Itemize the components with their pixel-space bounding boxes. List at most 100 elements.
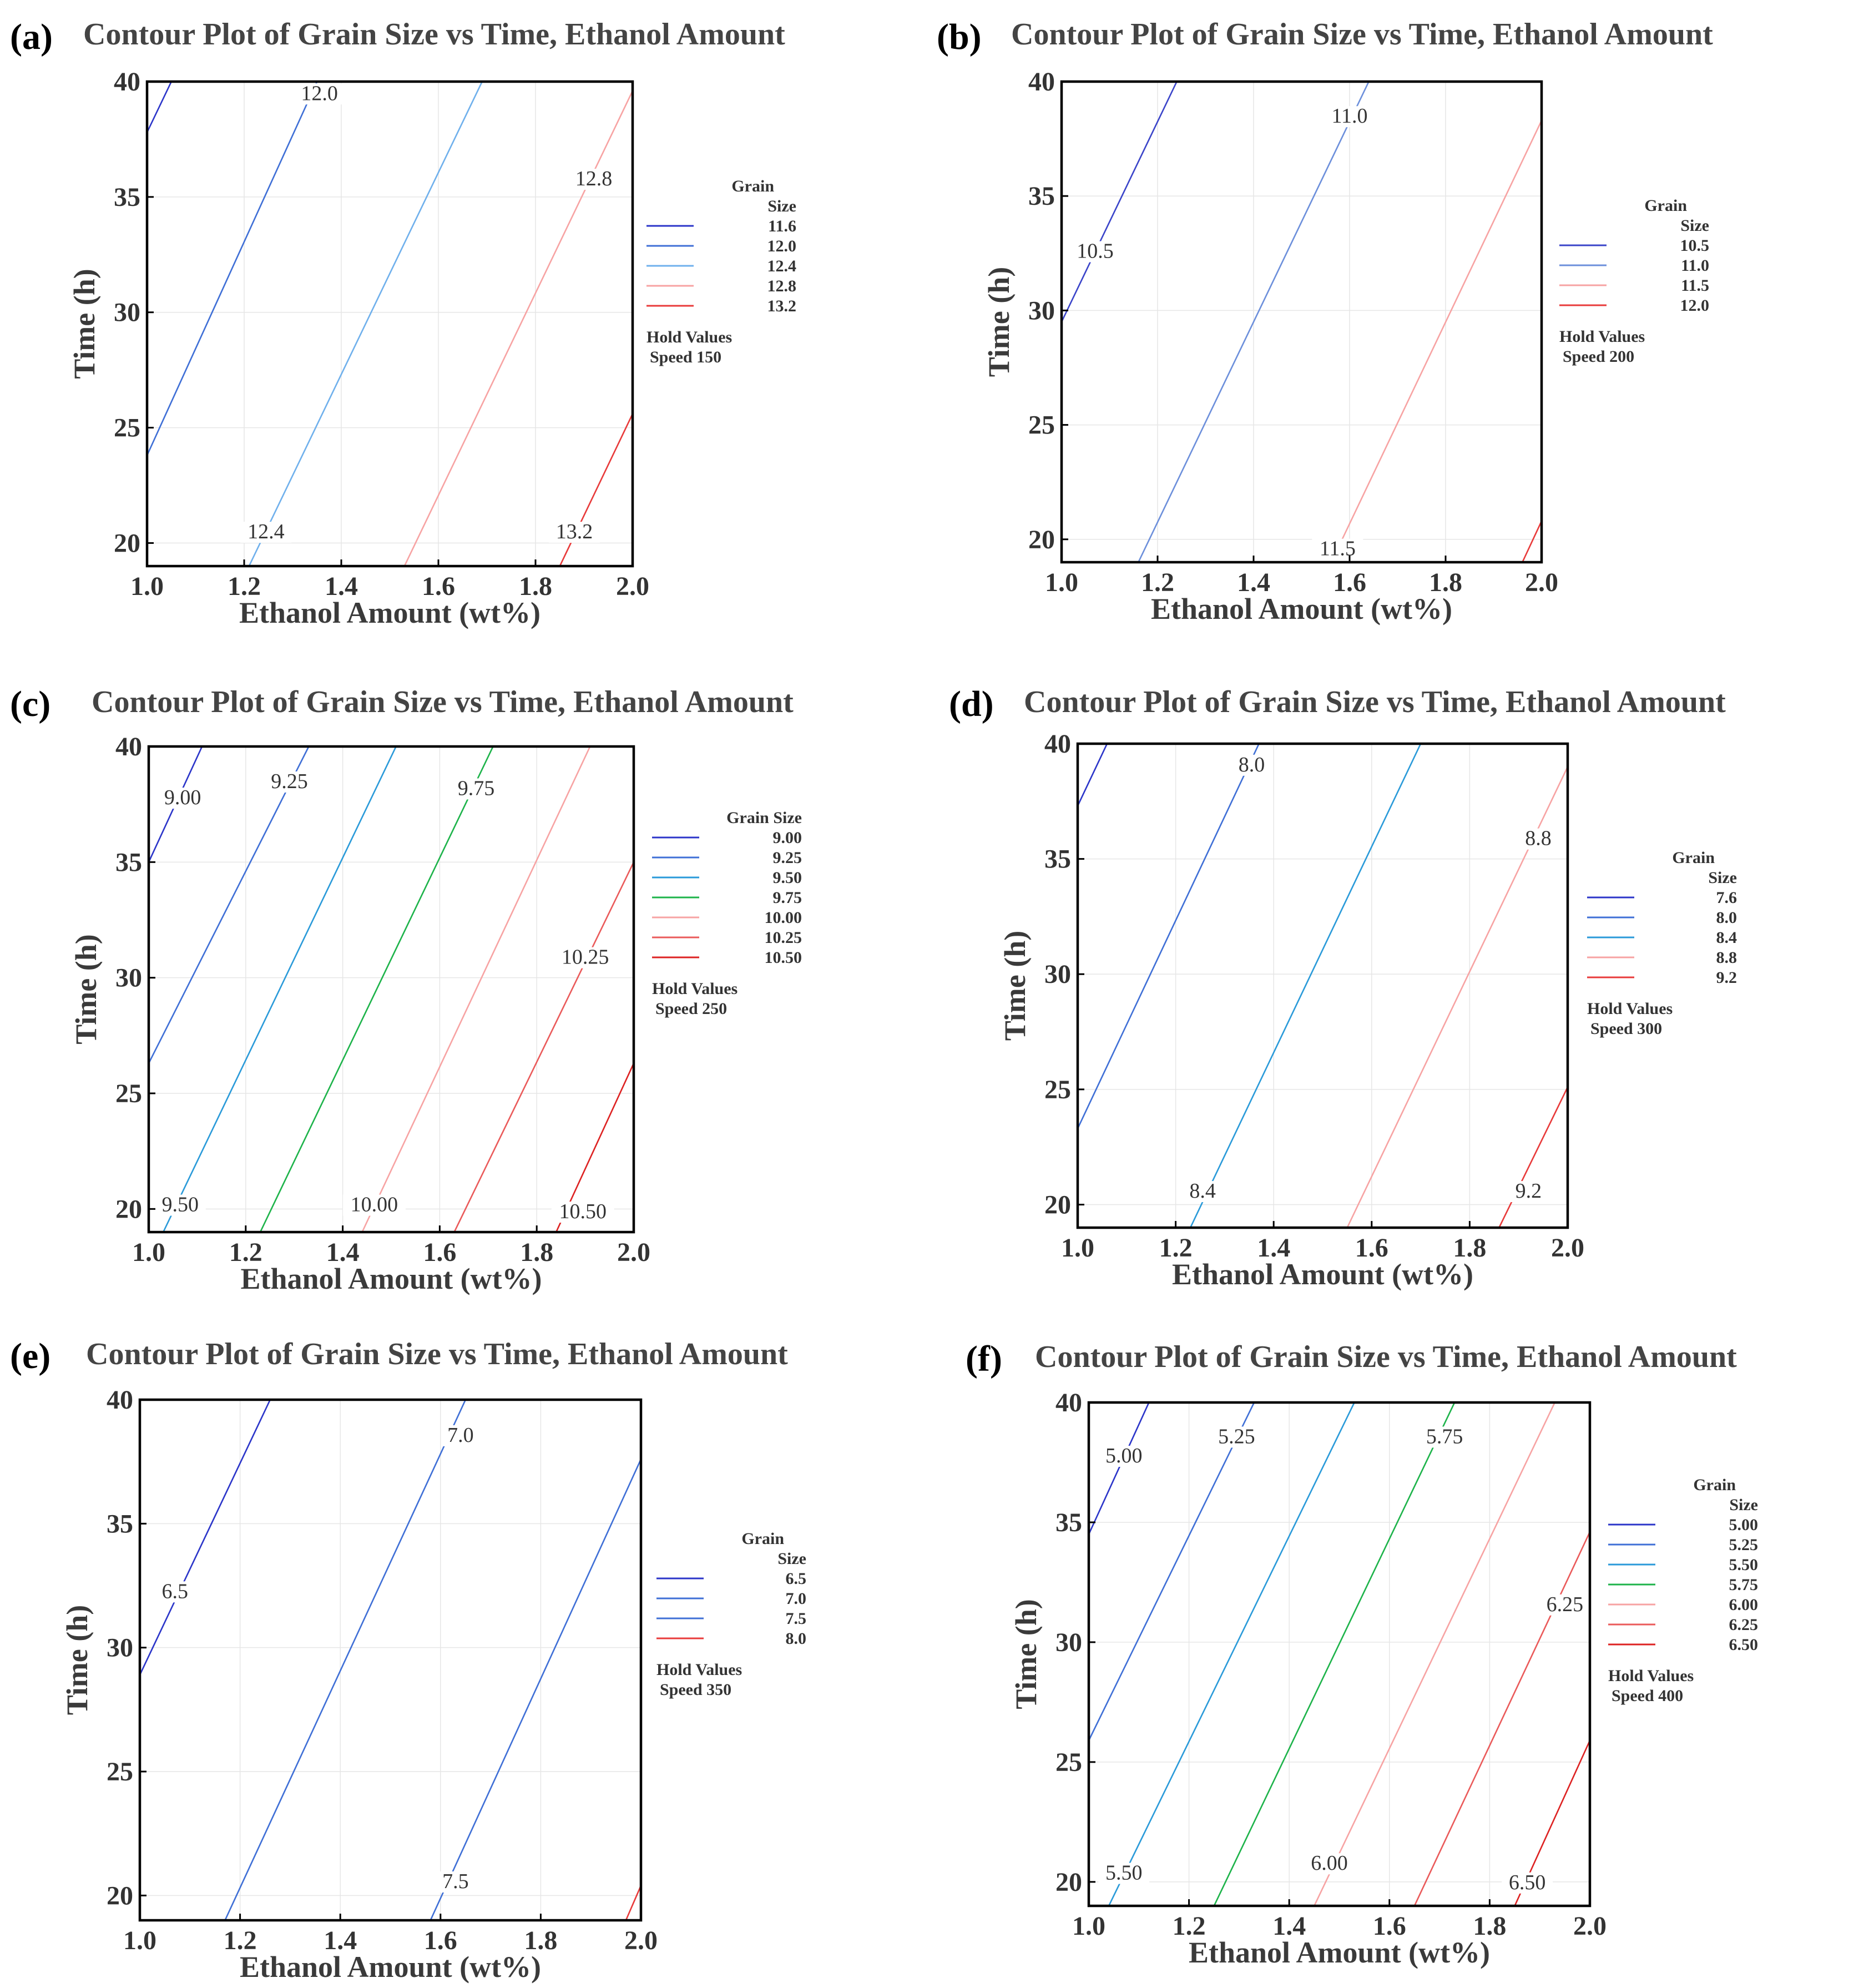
legend-title: Size [1680,216,1709,235]
panel-tag: (c) [10,684,50,724]
contour-lines [1078,744,1568,1228]
contour-label: 8.4 [1189,1179,1216,1203]
legend-label: 7.0 [786,1590,807,1608]
contour-line-8.0 [626,1886,641,1921]
contour-label: 10.00 [351,1193,398,1217]
contour-lines [149,746,634,1232]
hold-values-title: Hold Values [646,328,732,346]
legend-title: Grain [731,177,774,195]
contour-line-8.0 [1078,744,1259,1128]
y-tick-label: 40 [1028,67,1055,97]
y-tick-label: 35 [115,847,142,877]
y-tick-label: 30 [107,1633,133,1663]
hold-values-title: Hold Values [1587,1000,1673,1018]
plot-frame [149,746,634,1232]
contour-line-7.0 [225,1400,466,1920]
legend-label: 11.6 [768,217,796,235]
y-tick-label: 20 [115,1194,142,1224]
y-tick-label: 30 [1028,296,1055,325]
legend-label: 6.50 [1729,1636,1759,1654]
x-axis-title: Ethanol Amount (wt%) [1189,1936,1490,1969]
y-tick-label: 20 [1028,525,1055,554]
contour-label: 6.50 [1509,1871,1546,1894]
legend-label: 8.8 [1716,948,1737,967]
panel-e: (e) Contour Plot of Grain Size vs Time, E… [10,1336,806,1984]
x-tick-label: 2.0 [624,1926,658,1955]
y-tick-label: 40 [1044,729,1071,759]
hold-values-title: Hold Values [1608,1667,1694,1685]
legend-label: 5.00 [1729,1516,1759,1534]
contour-label: 9.50 [162,1193,199,1217]
x-axis-title: Ethanol Amount (wt%) [239,596,541,629]
contour-lines [140,1400,641,1920]
panel-tag: (f) [966,1339,1002,1379]
legend-title: Size [767,197,796,215]
panel-tag: (b) [937,17,982,57]
panel-b: (b) Contour Plot of Grain Size vs Time, E… [937,17,1713,625]
hold-values-title: Hold Values [656,1661,742,1679]
contour-label: 9.75 [458,777,495,800]
contour-label: 8.0 [1239,753,1265,776]
legend-label: 8.0 [786,1629,807,1648]
contour-line-9.2 [1499,1087,1568,1228]
contour-label: 6.5 [161,1580,188,1603]
legend-label: 12.0 [767,237,797,255]
panel-title: Contour Plot of Grain Size vs Time, Etha… [86,1337,788,1371]
y-axis-title: Time (h) [998,931,1032,1041]
legend-label: 12.4 [767,257,797,275]
y-tick-label: 40 [115,732,142,761]
panel-f: (f) Contour Plot of Grain Size vs Time, E… [966,1339,1758,1969]
legend-title: Grain Size [726,809,802,827]
contour-line-5.00 [1089,1402,1149,1535]
contour-line-6.00 [1314,1402,1555,1906]
y-tick-label: 20 [1055,1868,1082,1897]
contour-label: 10.50 [559,1200,607,1223]
hold-values-speed: Speed 150 [650,348,721,366]
contour-line-6.5 [140,1400,270,1675]
x-tick-label: 1.0 [123,1926,156,1955]
x-axis-title: Ethanol Amount (wt%) [1151,592,1452,625]
x-tick-label: 2.0 [1551,1233,1584,1263]
legend-label: 9.75 [773,889,802,907]
panel-tag: (e) [10,1336,50,1376]
contour-line-5.50 [1109,1402,1355,1906]
contour-label: 8.8 [1525,827,1552,850]
legend-label: 6.5 [786,1570,807,1588]
y-tick-label: 25 [1044,1075,1071,1104]
y-tick-label: 20 [114,528,140,558]
legend-label: 11.0 [1681,256,1709,275]
contour-label: 12.8 [575,167,613,190]
hold-values-speed: Speed 300 [1590,1020,1662,1038]
x-tick-label: 1.0 [1045,568,1078,597]
contour-label: 12.0 [301,82,338,105]
hold-values-speed: Speed 400 [1612,1687,1683,1705]
y-tick-label: 25 [114,413,140,443]
contour-label: 9.00 [164,786,201,809]
y-tick-label: 30 [115,963,142,993]
x-tick-label: 1.0 [1072,1911,1105,1941]
y-tick-label: 35 [1044,845,1071,874]
contour-figure: (a) Contour Plot of Grain Size vs Time, E… [0,0,1869,1988]
y-axis-title: Time (h) [68,269,101,379]
legend-label: 7.6 [1716,889,1737,907]
y-tick-label: 20 [1044,1190,1071,1219]
panel-tag: (a) [10,17,53,57]
contour-label: 9.2 [1516,1179,1542,1203]
legend-label: 5.50 [1729,1556,1759,1574]
plot-frame [1089,1402,1590,1906]
contour-line-9.75 [260,746,493,1232]
legend: Grain Size9.009.259.509.7510.0010.2510.5… [652,809,802,1018]
legend-title: Size [777,1550,806,1568]
contour-label: 5.50 [1105,1861,1143,1884]
hold-values-title: Hold Values [652,980,738,998]
panel-d: (d) Contour Plot of Grain Size vs Time, E… [949,684,1737,1291]
y-tick-label: 30 [1044,960,1071,989]
x-axis-title: Ethanol Amount (wt%) [1172,1258,1473,1291]
panel-title: Contour Plot of Grain Size vs Time, Etha… [1024,685,1726,719]
contour-lines [1089,1402,1590,1906]
x-axis-title: Ethanol Amount (wt%) [240,1950,541,1984]
legend-title: Grain [1693,1476,1736,1494]
x-tick-label: 1.0 [130,572,164,601]
hold-values-speed: Speed 250 [655,1000,727,1018]
contour-line-10.00 [362,746,590,1232]
